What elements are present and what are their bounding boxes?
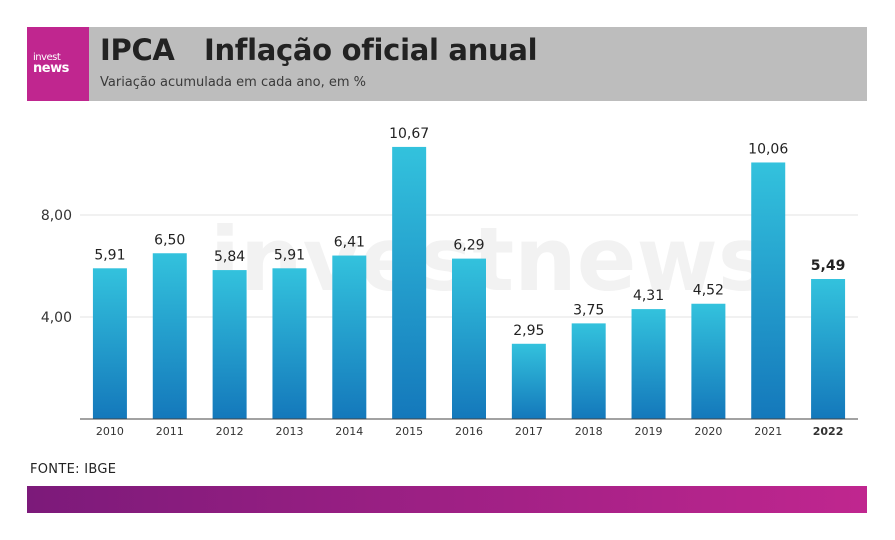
y-tick-label: 4,00 — [41, 310, 72, 326]
bar — [92, 268, 127, 419]
data-label: 5,91 — [94, 247, 125, 263]
x-tick-label: 2020 — [694, 425, 722, 438]
data-label: 5,49 — [811, 258, 846, 274]
data-label: 6,29 — [453, 238, 484, 254]
bar — [332, 255, 367, 419]
bar — [631, 309, 666, 419]
data-label: 6,50 — [154, 232, 185, 248]
x-tick-label: 2019 — [635, 425, 663, 438]
data-label: 10,67 — [389, 126, 429, 142]
chart-header: invest news IPCA Inflação oficial anual … — [27, 27, 867, 101]
bar — [392, 146, 427, 420]
bar — [571, 323, 606, 419]
investnews-logo: invest news — [27, 27, 89, 101]
x-tick-label: 2012 — [216, 425, 244, 438]
chart-subtitle: Variação acumulada em cada ano, em % — [100, 75, 366, 90]
data-label: 5,91 — [274, 247, 305, 263]
bar — [152, 253, 187, 419]
x-tick-label: 2016 — [455, 425, 483, 438]
data-label: 4,31 — [633, 288, 664, 304]
x-tick-label: 2022 — [813, 425, 844, 438]
y-tick-label: 8,00 — [41, 208, 72, 224]
chart-title: IPCA Inflação oficial anual — [100, 33, 538, 67]
x-tick-label: 2010 — [96, 425, 124, 438]
bar — [212, 270, 247, 419]
x-tick-label: 2014 — [335, 425, 363, 438]
logo-text-bottom: news — [33, 61, 69, 76]
logo-text-top: invest — [33, 52, 61, 63]
data-label: 6,41 — [334, 235, 365, 251]
bar — [452, 258, 486, 419]
bar — [811, 279, 846, 419]
footer-bar — [27, 486, 867, 513]
source-note: FONTE: IBGE — [30, 462, 117, 477]
x-tick-label: 2011 — [156, 425, 184, 438]
data-label: 10,06 — [748, 141, 788, 157]
bar — [511, 343, 546, 419]
x-tick-label: 2015 — [395, 425, 423, 438]
bar — [691, 303, 726, 419]
data-label: 4,52 — [693, 283, 724, 299]
x-tick-label: 2021 — [754, 425, 782, 438]
data-label: 3,75 — [573, 302, 604, 318]
data-label: 2,95 — [513, 323, 544, 339]
x-tick-label: 2018 — [575, 425, 603, 438]
data-label: 5,84 — [214, 249, 245, 265]
x-tick-label: 2013 — [275, 425, 303, 438]
bar — [751, 162, 786, 419]
x-tick-label: 2017 — [515, 425, 543, 438]
bar — [272, 268, 307, 419]
